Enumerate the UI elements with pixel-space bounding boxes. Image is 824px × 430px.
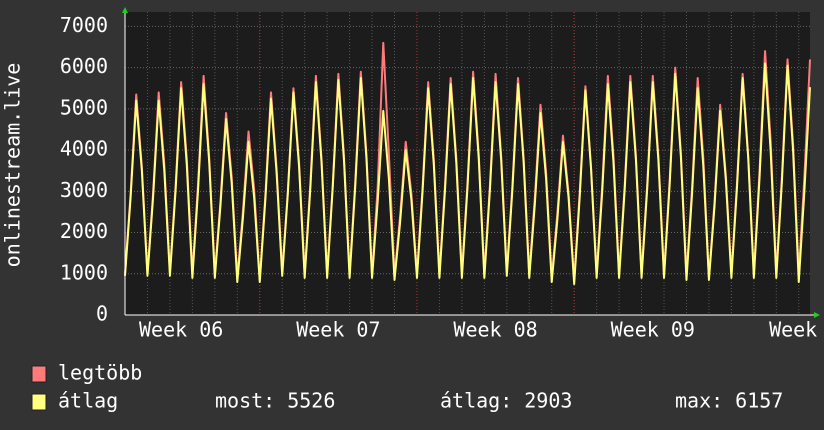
stat-label: átlag: <box>440 389 512 413</box>
legend-label: legtöbb <box>58 361 142 385</box>
axis-arrow <box>814 312 820 318</box>
legend: legtöbb átlag most: 5526 átlag: 2903 max: 6157 <box>31 361 783 413</box>
y-tick-label: 2000 <box>60 219 108 243</box>
stat-label: max: <box>675 389 723 413</box>
x-tick-label: Week 06 <box>139 318 223 342</box>
legend-label: átlag <box>58 389 118 413</box>
legend-swatch <box>31 365 47 383</box>
y-tick-label: 1000 <box>60 260 108 284</box>
y-tick-label: 7000 <box>60 13 108 37</box>
stat-label: most: <box>215 389 275 413</box>
y-tick-label: 3000 <box>60 178 108 202</box>
stat-value: 6157 <box>735 389 783 413</box>
series-line <box>124 62 811 286</box>
stat-value: 5526 <box>287 389 335 413</box>
y-tick-label: 0 <box>96 302 108 326</box>
legend-swatch <box>31 393 47 411</box>
stat-value: 2903 <box>524 389 572 413</box>
x-tick-label: Week 09 <box>611 318 695 342</box>
lines <box>124 41 811 286</box>
x-tick-label: Week <box>769 318 817 342</box>
x-tick-label: Week 08 <box>453 318 537 342</box>
y-axis-label: onlinestream.live <box>1 63 25 268</box>
y-tick-label: 5000 <box>60 95 108 119</box>
axis-arrow <box>122 7 128 13</box>
y-tick-label: 4000 <box>60 137 108 161</box>
y-tick-label: 6000 <box>60 54 108 78</box>
x-tick-label: Week 07 <box>296 318 380 342</box>
